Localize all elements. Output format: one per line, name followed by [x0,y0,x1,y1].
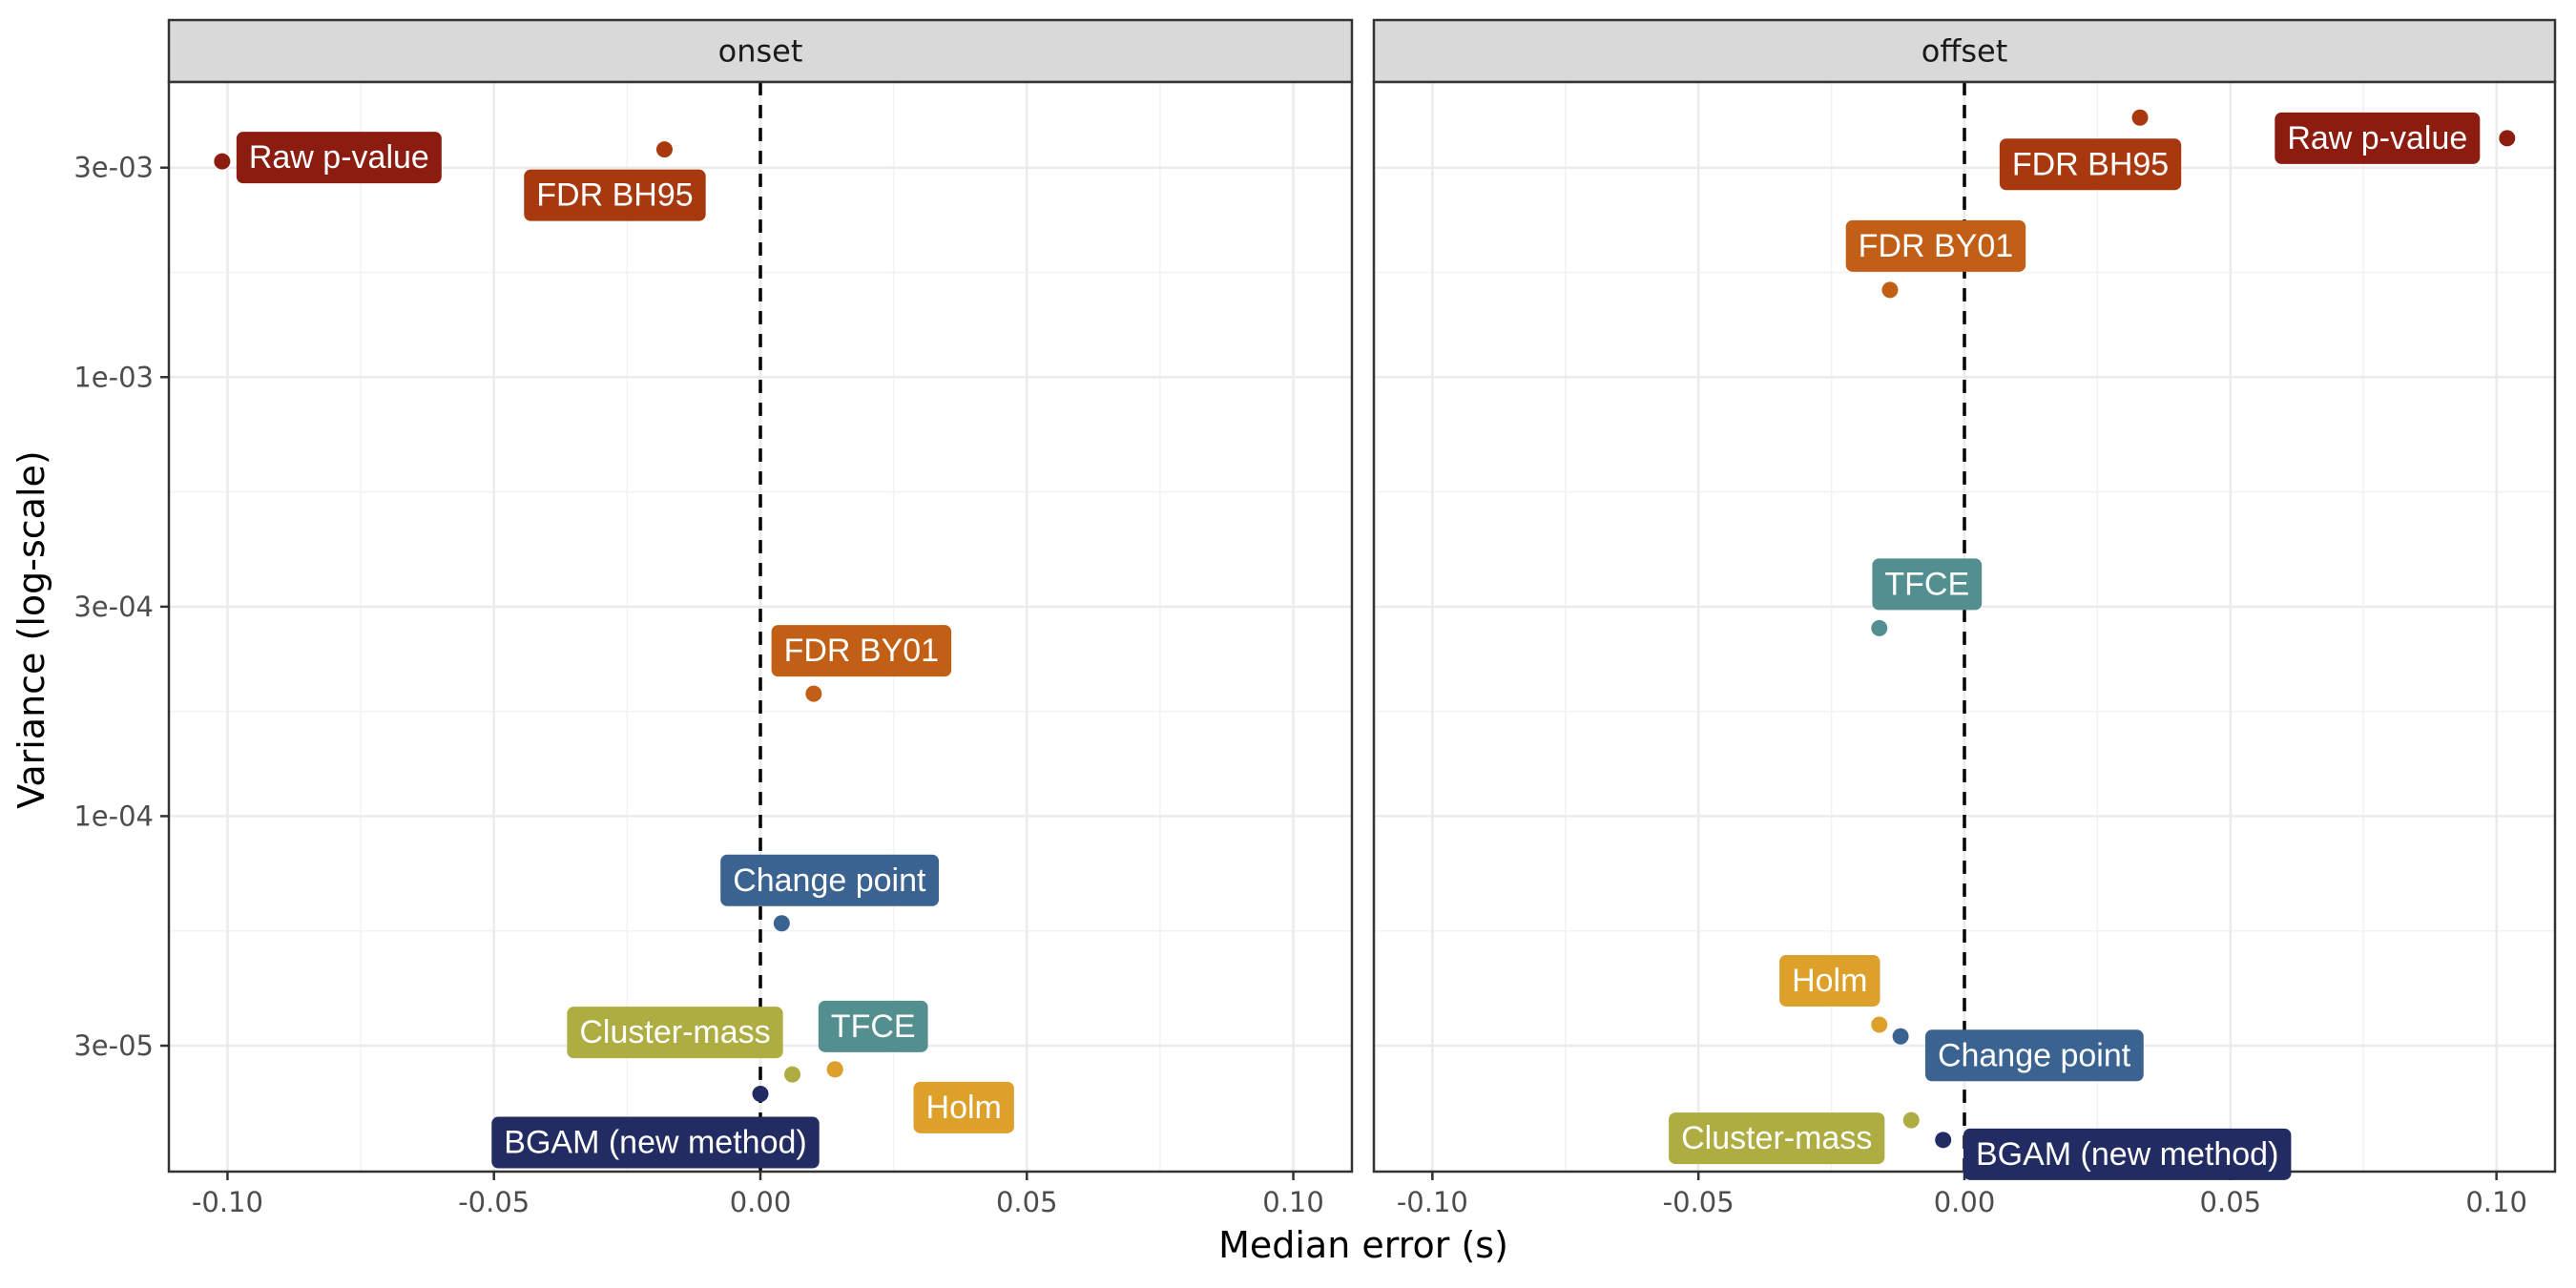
strip-header [167,18,1354,84]
label-text: FDR BH95 [2012,146,2169,182]
label-tfce: TFCE [818,1000,928,1052]
panels-layer: onset -0.10 -0.05 0.00 0.05 0.10 3e-05 1e-04 3e-… [73,18,2557,1218]
label-text: Cluster-mass [1681,1120,1872,1156]
label-text: FDR BY01 [784,633,940,669]
label-cluster-mass: Cluster-mass [567,1007,783,1059]
label-text: BGAM (new method) [504,1125,806,1161]
panel-onset: onset -0.10 -0.05 0.00 0.05 0.10 3e-05 1e-04 3e-… [73,18,1354,1218]
point-change-point [773,915,790,932]
label-box [1779,954,1880,1007]
label-raw-p-value: Raw p-value [2275,112,2481,164]
label-holm: Holm [1779,954,1880,1007]
label-fdr-bh95: FDR BH95 [524,169,706,221]
label-holm: Holm [913,1081,1014,1133]
label-cluster-mass: Cluster-mass [1669,1112,1885,1165]
label-tfce: TFCE [1872,558,1983,611]
label-text: TFCE [1884,566,1969,602]
label-box [1999,138,2182,191]
label-box [1669,1112,1885,1165]
label-fdr-by01: FDR BY01 [1845,219,2026,272]
label-text: Change point [733,862,926,899]
label-box [567,1007,783,1059]
label-text: Raw p-value [2287,120,2467,156]
point-bgam-new-method [1935,1132,1952,1149]
label-text: FDR BY01 [1859,228,2014,264]
x-tick-label: -0.05 [1663,1186,1735,1218]
x-tick-label: 0.10 [1262,1186,1324,1218]
y-axis-title: Variance (log-scale) [10,450,52,808]
strip-title: onset [718,33,803,70]
label-box [771,625,952,677]
label-box [913,1081,1014,1133]
point-cluster-mass [1902,1111,1920,1129]
label-text: Holm [926,1090,1002,1126]
label-fdr-by01: FDR BY01 [771,625,952,677]
label-text: Raw p-value [249,139,429,176]
label-text: Change point [1938,1037,2131,1073]
point-raw-p-value [214,153,231,170]
point-tfce [1871,619,1888,636]
label-box [491,1116,820,1169]
label-fdr-bh95: FDR BH95 [1999,138,2182,191]
point-fdr-by01 [805,685,822,702]
point-bgam-new-method [752,1086,769,1103]
label-change-point: Change point [720,854,940,906]
label-box [1963,1128,2292,1180]
x-tick-label: 0.00 [1934,1186,1996,1218]
point-cluster-mass [784,1066,801,1083]
x-tick-label: 0.05 [2200,1186,2262,1218]
label-bgam-new-method: BGAM (new method) [491,1116,820,1169]
point-change-point [1892,1028,1909,1045]
x-tick-label: -0.10 [1397,1186,1468,1218]
x-tick-label: -0.05 [458,1186,530,1218]
x-tick-label: 0.00 [730,1186,792,1218]
label-text: FDR BH95 [536,177,693,214]
label-box [524,169,706,221]
label-raw-p-value: Raw p-value [236,132,442,184]
label-box [2275,112,2481,164]
label-text: TFCE [831,1008,916,1045]
point-holm [1871,1016,1888,1033]
point-fdr-bh95 [2131,109,2149,126]
label-bgam-new-method: BGAM (new method) [1963,1128,2292,1180]
label-change-point: Change point [1924,1029,2144,1082]
y-tick-label: 1e-03 [73,361,154,393]
point-fdr-bh95 [655,141,673,158]
point-holm [826,1061,843,1078]
x-axis-title: Median error (s) [1218,1224,1508,1266]
point-raw-p-value [2499,130,2516,147]
label-box [1924,1029,2144,1082]
panel-offset: offset -0.10 -0.05 0.00 0.05 0.10 Raw p-value F… [1372,18,2557,1218]
point-fdr-by01 [1881,281,1899,299]
label-text: Cluster-mass [579,1014,770,1050]
label-box [236,132,442,184]
x-tick-label: 0.05 [996,1186,1058,1218]
strip-header [1372,18,2557,84]
y-tick-label: 3e-05 [73,1029,154,1062]
label-box [1845,219,2026,272]
y-tick-label: 3e-03 [73,152,154,184]
x-tick-label: 0.10 [2465,1186,2527,1218]
y-tick-label: 3e-04 [73,591,154,623]
label-box [1872,558,1983,611]
label-box [720,854,940,906]
label-text: BGAM (new method) [1976,1136,2278,1173]
x-tick-label: -0.10 [192,1186,263,1218]
label-text: Holm [1792,963,1867,999]
y-tick-label: 1e-04 [73,800,154,832]
strip-title: offset [1922,33,2008,70]
label-box [818,1000,928,1052]
